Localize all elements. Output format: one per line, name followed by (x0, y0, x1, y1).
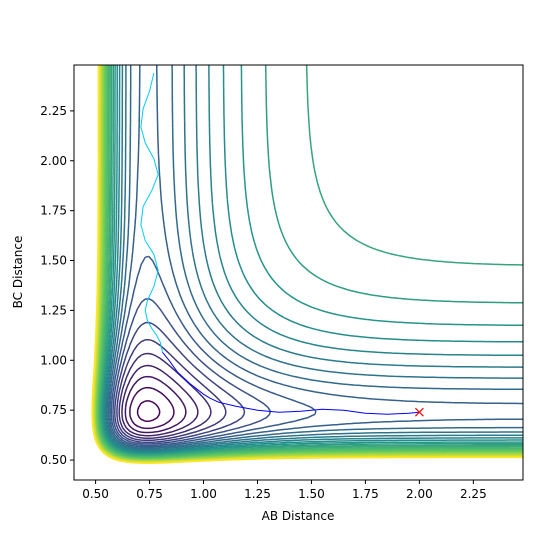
x-axis: 0.50 0.75 1.00 1.25 1.50 1.75 2.00 2.25 (82, 480, 487, 501)
y-axis: 0.50 0.75 1.00 1.25 1.50 1.75 2.00 2.25 (40, 104, 74, 467)
contour-level (109, 65, 523, 448)
y-tick-label: 0.75 (40, 403, 67, 417)
contour-level (112, 297, 271, 445)
contour-level (129, 386, 175, 430)
contour-level (101, 65, 523, 455)
x-tick-label: 0.50 (82, 487, 109, 501)
x-tick-label: 1.25 (244, 487, 271, 501)
x-tick-label: 2.25 (460, 487, 487, 501)
contour-level (136, 400, 161, 423)
contour-level (116, 338, 227, 442)
contour-lines (91, 65, 523, 464)
trajectory-layer (140, 72, 420, 415)
x-tick-label: 0.75 (136, 487, 163, 501)
contour-level (110, 255, 317, 447)
x-tick-label: 1.00 (190, 487, 217, 501)
x-tick-label: 2.00 (406, 487, 433, 501)
contour-level (105, 65, 523, 452)
contour-level (121, 364, 199, 437)
contour-level (107, 65, 523, 449)
contour-level (99, 65, 523, 457)
end-point-marker (414, 407, 424, 417)
marker-layer (414, 407, 424, 417)
contour-level (124, 375, 187, 434)
contour-level (91, 65, 523, 464)
contour-level (104, 65, 523, 453)
x-tick-label: 1.50 (298, 487, 325, 501)
x-tick-label: 1.75 (352, 487, 379, 501)
contour-level (106, 65, 523, 451)
y-tick-label: 2.25 (40, 104, 67, 118)
y-axis-label: BC Distance (11, 236, 25, 309)
trajectory-line (162, 351, 420, 415)
contour-level (118, 352, 212, 439)
y-tick-label: 1.75 (40, 204, 67, 218)
contour-level (100, 65, 523, 456)
contour-level (102, 65, 523, 454)
y-tick-label: 1.00 (40, 353, 67, 367)
y-tick-label: 0.50 (40, 453, 67, 467)
contour-level (114, 321, 246, 444)
y-tick-label: 1.50 (40, 254, 67, 268)
trajectory-line (140, 72, 163, 353)
y-tick-label: 1.25 (40, 303, 67, 317)
x-axis-label: AB Distance (262, 509, 335, 523)
plot-frame (73, 64, 524, 481)
y-tick-label: 2.00 (40, 154, 67, 168)
contour-level (101, 65, 523, 456)
